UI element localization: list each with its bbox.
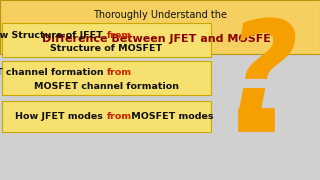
Text: How JFET channel formation: How JFET channel formation: [0, 68, 106, 77]
Text: MOSFET modes: MOSFET modes: [128, 112, 214, 121]
Text: MOSFET channel formation: MOSFET channel formation: [34, 82, 179, 91]
Text: Structure of MOSFET: Structure of MOSFET: [50, 44, 163, 53]
Bar: [238, 108, 274, 131]
Text: How Structure of JFET: How Structure of JFET: [0, 31, 106, 40]
Bar: [2, 23, 211, 57]
Text: ?: ?: [226, 15, 299, 136]
Text: Difference Between JFET and MOSFET: Difference Between JFET and MOSFET: [42, 34, 278, 44]
Text: from: from: [106, 31, 132, 40]
Text: Thoroughly Understand the: Thoroughly Understand the: [93, 10, 227, 20]
Text: from: from: [106, 68, 132, 77]
Bar: [0, 0, 320, 54]
Text: from: from: [106, 112, 132, 121]
Bar: [2, 61, 211, 94]
Bar: [2, 101, 211, 132]
Text: How JFET modes: How JFET modes: [15, 112, 106, 121]
